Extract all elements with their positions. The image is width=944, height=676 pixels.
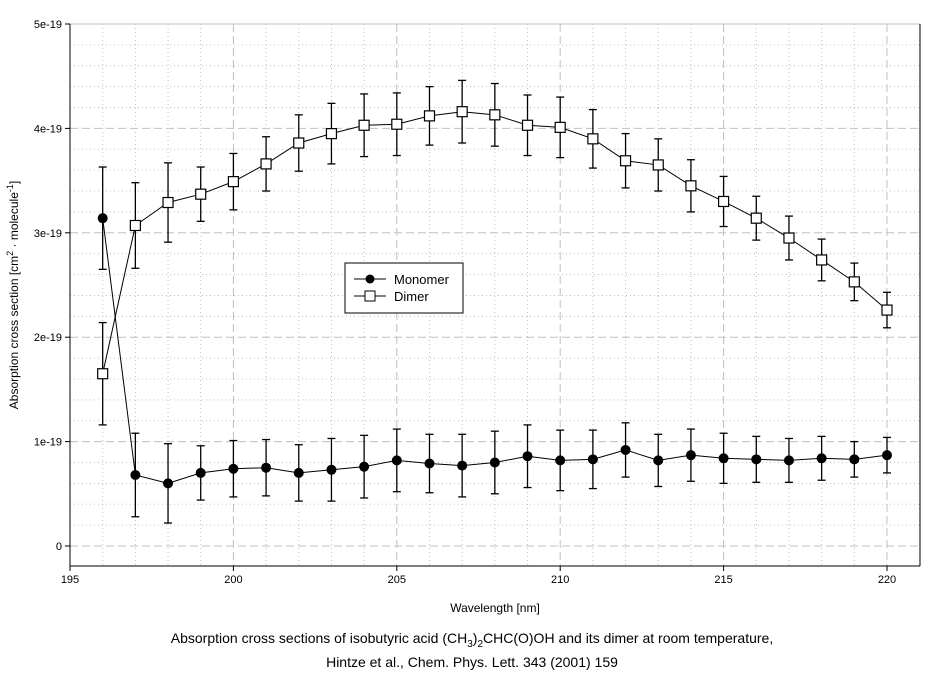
- dimer-point: [783, 232, 795, 244]
- dimer-point: [456, 106, 468, 118]
- dimer-point: [816, 254, 828, 266]
- legend-monomer-label: Monomer: [394, 272, 450, 287]
- dimer-point: [881, 304, 893, 316]
- monomer-point: [522, 451, 533, 462]
- x-tick-label: 205: [388, 574, 406, 586]
- dimer-point: [521, 119, 534, 131]
- x-tick-label: 200: [224, 574, 242, 586]
- x-tick-label: 195: [61, 574, 79, 586]
- monomer-point: [489, 457, 500, 468]
- dimer-point: [619, 155, 632, 167]
- y-label-main: Absorption cross section [cm: [7, 256, 21, 409]
- monomer-point: [195, 467, 206, 478]
- caption-text-c: CHC(O)OH and its dimer at room temperatu…: [483, 630, 774, 646]
- caption-text-a: Absorption cross sections of isobutyric …: [170, 630, 468, 646]
- dimer-point: [717, 195, 730, 208]
- monomer-point: [882, 450, 892, 461]
- monomer-point: [97, 213, 108, 224]
- dimer-point: [848, 276, 860, 288]
- caption-line-2: Hintze et al., Chem. Phys. Lett. 343 (20…: [326, 654, 618, 670]
- dimer-point: [97, 368, 109, 380]
- y-tick-label: 1e-19: [34, 437, 62, 449]
- y-label-sup2: -1: [5, 184, 15, 192]
- dimer-point: [195, 188, 207, 200]
- monomer-point: [816, 453, 827, 464]
- monomer-point: [326, 464, 337, 475]
- dimer-point: [423, 110, 436, 122]
- monomer-point: [587, 454, 598, 465]
- dimer-line: [102, 111, 888, 374]
- monomer-point: [457, 460, 468, 471]
- y-tick-label: 2e-19: [34, 332, 62, 344]
- monomer-point: [653, 455, 664, 466]
- dimer-point: [325, 128, 338, 140]
- dimer-point: [391, 118, 403, 130]
- caption-sub-1: 3: [467, 638, 473, 650]
- monomer-point: [130, 470, 141, 481]
- series-monomer: [97, 166, 892, 524]
- legend-box: [344, 262, 464, 314]
- dimer-point: [227, 176, 239, 188]
- y-tick-label: 0: [56, 541, 62, 553]
- dimer-point: [162, 196, 174, 209]
- dimer-point: [489, 109, 501, 121]
- y-tick-label: 3e-19: [34, 228, 62, 240]
- axes: 195 200 205 210 215 220 0 1e-19 2e-19 3e-19 4e-19 5…: [34, 19, 921, 586]
- monomer-point: [293, 467, 304, 478]
- y-axis-label: Absorption cross section [cm2 · molecule…: [5, 181, 21, 409]
- monomer-point: [783, 455, 794, 466]
- y-label-end: ]: [7, 181, 21, 184]
- legend-dimer-marker: [364, 290, 376, 302]
- y-label-mid: · molecule: [7, 192, 21, 251]
- dimer-point: [750, 212, 762, 224]
- dimer-point: [554, 121, 566, 133]
- y-tick-label: 4e-19: [34, 123, 62, 135]
- dimer-point: [260, 158, 272, 170]
- dimer-point: [587, 133, 599, 145]
- dimer-point: [685, 180, 697, 192]
- series-layer: [97, 79, 893, 524]
- monomer-point: [391, 455, 402, 466]
- dimer-point: [358, 119, 370, 131]
- grid: [70, 24, 921, 566]
- legend-dimer-label: Dimer: [394, 289, 429, 304]
- caption-line-1: Absorption cross sections of isobutyric …: [0, 630, 944, 650]
- series-dimer: [97, 79, 893, 426]
- x-axis-label: Wavelength [nm]: [450, 601, 540, 615]
- y-tick-label: 5e-19: [34, 19, 62, 31]
- monomer-point: [620, 444, 631, 455]
- dimer-point: [652, 159, 664, 171]
- monomer-point: [718, 453, 729, 464]
- monomer-point: [685, 450, 696, 461]
- monomer-point: [228, 463, 239, 474]
- monomer-point: [163, 478, 174, 489]
- monomer-point: [555, 455, 566, 466]
- caption-text-b: ): [472, 630, 478, 646]
- caption-sub-2: 2: [477, 638, 484, 650]
- monomer-point: [261, 462, 272, 473]
- monomer-point: [424, 458, 435, 469]
- monomer-point: [751, 454, 762, 465]
- legend: Monomer Dimer: [344, 262, 464, 314]
- x-tick-label: 215: [714, 574, 732, 586]
- monomer-point: [359, 461, 370, 472]
- x-tick-label: 220: [878, 574, 896, 586]
- monomer-point: [849, 454, 860, 465]
- y-label-sup1: 2: [5, 251, 15, 256]
- dimer-point: [129, 219, 141, 232]
- dimer-point: [293, 137, 305, 149]
- legend-monomer-marker: [365, 274, 375, 284]
- x-tick-label: 210: [551, 574, 569, 586]
